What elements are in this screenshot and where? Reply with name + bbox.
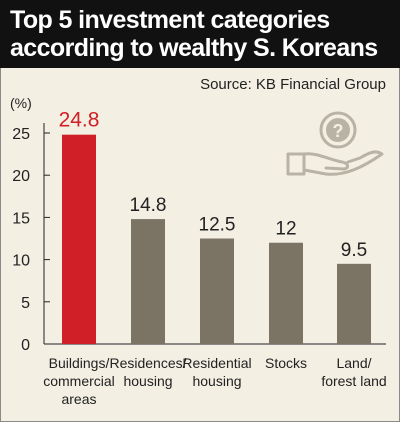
source-note: Source: KB Financial Group [200,76,386,93]
y-tick-label: 20 [12,168,30,185]
svg-text:?: ? [333,121,344,141]
bar [269,242,303,344]
bar [337,263,371,344]
title-banner: Top 5 investment categories according to… [0,0,400,68]
bar [62,134,96,344]
category-label: Residential [182,355,251,371]
category-label: Residences/ [109,355,186,371]
bar-value-label: 12 [275,219,296,240]
title-line-2: according to wealthy S. Koreans [10,34,378,62]
bar-value-label: 12.5 [199,215,236,236]
category-label: commercial [43,373,115,389]
bar-value-label: 24.8 [59,109,100,132]
y-axis: (%) 0 5 10 15 20 25 [10,95,386,354]
bar [200,238,234,344]
bar-value-label: 9.5 [341,240,367,261]
bars-group: 24.8 Buildings/commercial areas 14.8 Residen… [43,109,386,407]
bar [131,219,165,344]
category-label: forest land [321,373,386,389]
chart-title: Top 5 investment categories according to… [10,6,396,62]
y-axis-label: (%) [10,95,32,111]
title-line-1: Top 5 investment categories [10,6,330,34]
category-label: Buildings/ [49,355,110,371]
bar-value-label: 14.8 [130,195,167,216]
y-tick-label: 15 [12,210,30,227]
y-tick-label: 5 [21,295,30,312]
category-label: housing [123,373,172,389]
category-label: Land/ [336,355,371,371]
category-label: areas [61,391,96,407]
category-label: housing [192,373,241,389]
y-tick-label: 10 [12,253,30,270]
y-tick-label: 0 [21,337,30,354]
hand-holding-question-coin-icon: ? [286,111,384,176]
y-tick-label: 25 [12,126,30,143]
category-label: Stocks [265,355,307,371]
